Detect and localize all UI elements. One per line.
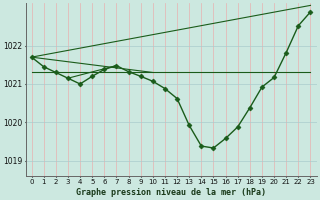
X-axis label: Graphe pression niveau de la mer (hPa): Graphe pression niveau de la mer (hPa) bbox=[76, 188, 266, 197]
